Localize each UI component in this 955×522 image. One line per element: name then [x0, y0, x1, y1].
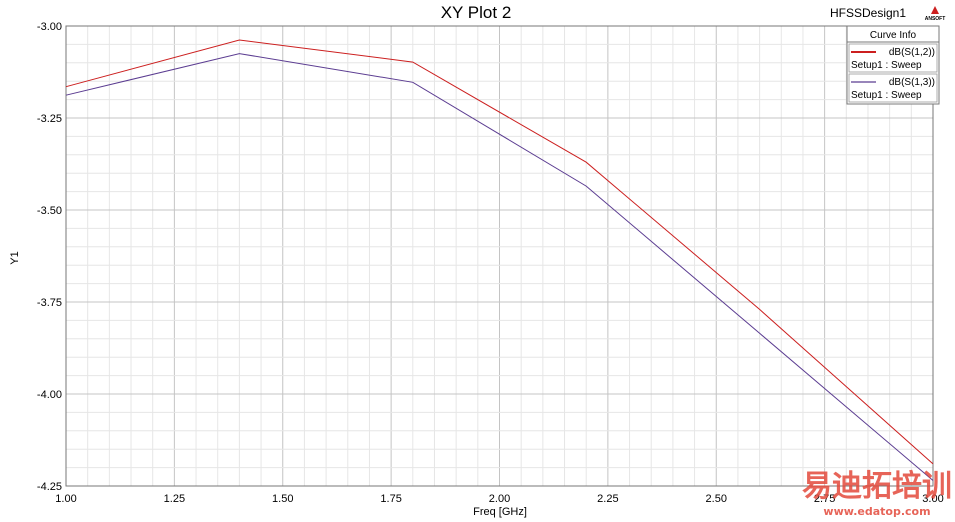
series-line-1[interactable] [65, 53, 934, 481]
x-tick-label: 1.25 [164, 493, 185, 505]
curve-info-legend[interactable]: Curve Info dB(S(1,2)) Setup1 : Sweep dB(… [846, 25, 940, 105]
legend-entry-box [848, 43, 938, 73]
y-axis-ticks: -3.00 -3.25 -3.50 -3.75 -4.00 -4.25 [37, 21, 62, 493]
x-tick-label: 2.25 [597, 493, 618, 505]
legend-entry-s12[interactable]: dB(S(1,2)) Setup1 : Sweep [848, 43, 938, 73]
legend-series-setup: Setup1 : Sweep [851, 90, 922, 101]
x-tick-label: 2.00 [489, 493, 510, 505]
y-tick-label: -3.00 [37, 21, 62, 33]
x-tick-label: 3.00 [922, 493, 943, 505]
y-tick-label: -4.25 [37, 481, 62, 493]
y-tick-label: -4.00 [37, 389, 62, 401]
chart-title: XY Plot 2 [441, 3, 512, 22]
series-line-0[interactable] [65, 39, 934, 465]
plot-grid [65, 25, 934, 487]
y-axis-label: Y1 [9, 251, 21, 264]
x-tick-label: 2.50 [706, 493, 727, 505]
x-tick-label: 1.75 [380, 493, 401, 505]
ansoft-logo: ANSOFT [925, 6, 946, 22]
legend-entry-s13[interactable]: dB(S(1,3)) Setup1 : Sweep [848, 73, 938, 103]
x-tick-label: 2.75 [814, 493, 835, 505]
ansoft-logo-text: ANSOFT [925, 16, 946, 22]
design-name: HFSSDesign1 [830, 6, 906, 20]
x-axis-ticks: 1.00 1.25 1.50 1.75 2.00 2.25 2.50 2.75 3.00 [55, 493, 943, 505]
x-tick-label: 1.00 [55, 493, 76, 505]
series-lines [65, 39, 934, 481]
x-tick-label: 1.50 [272, 493, 293, 505]
watermark-url: www.edatop.com [823, 505, 930, 518]
y-tick-label: -3.75 [37, 297, 62, 309]
watermark-text: 易迪拓培训 [802, 469, 952, 504]
x-axis-label: Freq [GHz] [473, 506, 527, 518]
watermark: 易迪拓培训 www.edatop.com [802, 469, 952, 518]
legend-entry-box [848, 73, 938, 103]
legend-series-setup: Setup1 : Sweep [851, 60, 922, 71]
y-tick-label: -3.25 [37, 113, 62, 125]
ansoft-logo-mark-icon [931, 6, 939, 14]
legend-series-name: dB(S(1,2)) [889, 47, 935, 58]
plot-area-border [65, 25, 934, 487]
legend-series-name: dB(S(1,3)) [889, 77, 935, 88]
y-tick-label: -3.50 [37, 205, 62, 217]
legend-title: Curve Info [870, 30, 917, 41]
